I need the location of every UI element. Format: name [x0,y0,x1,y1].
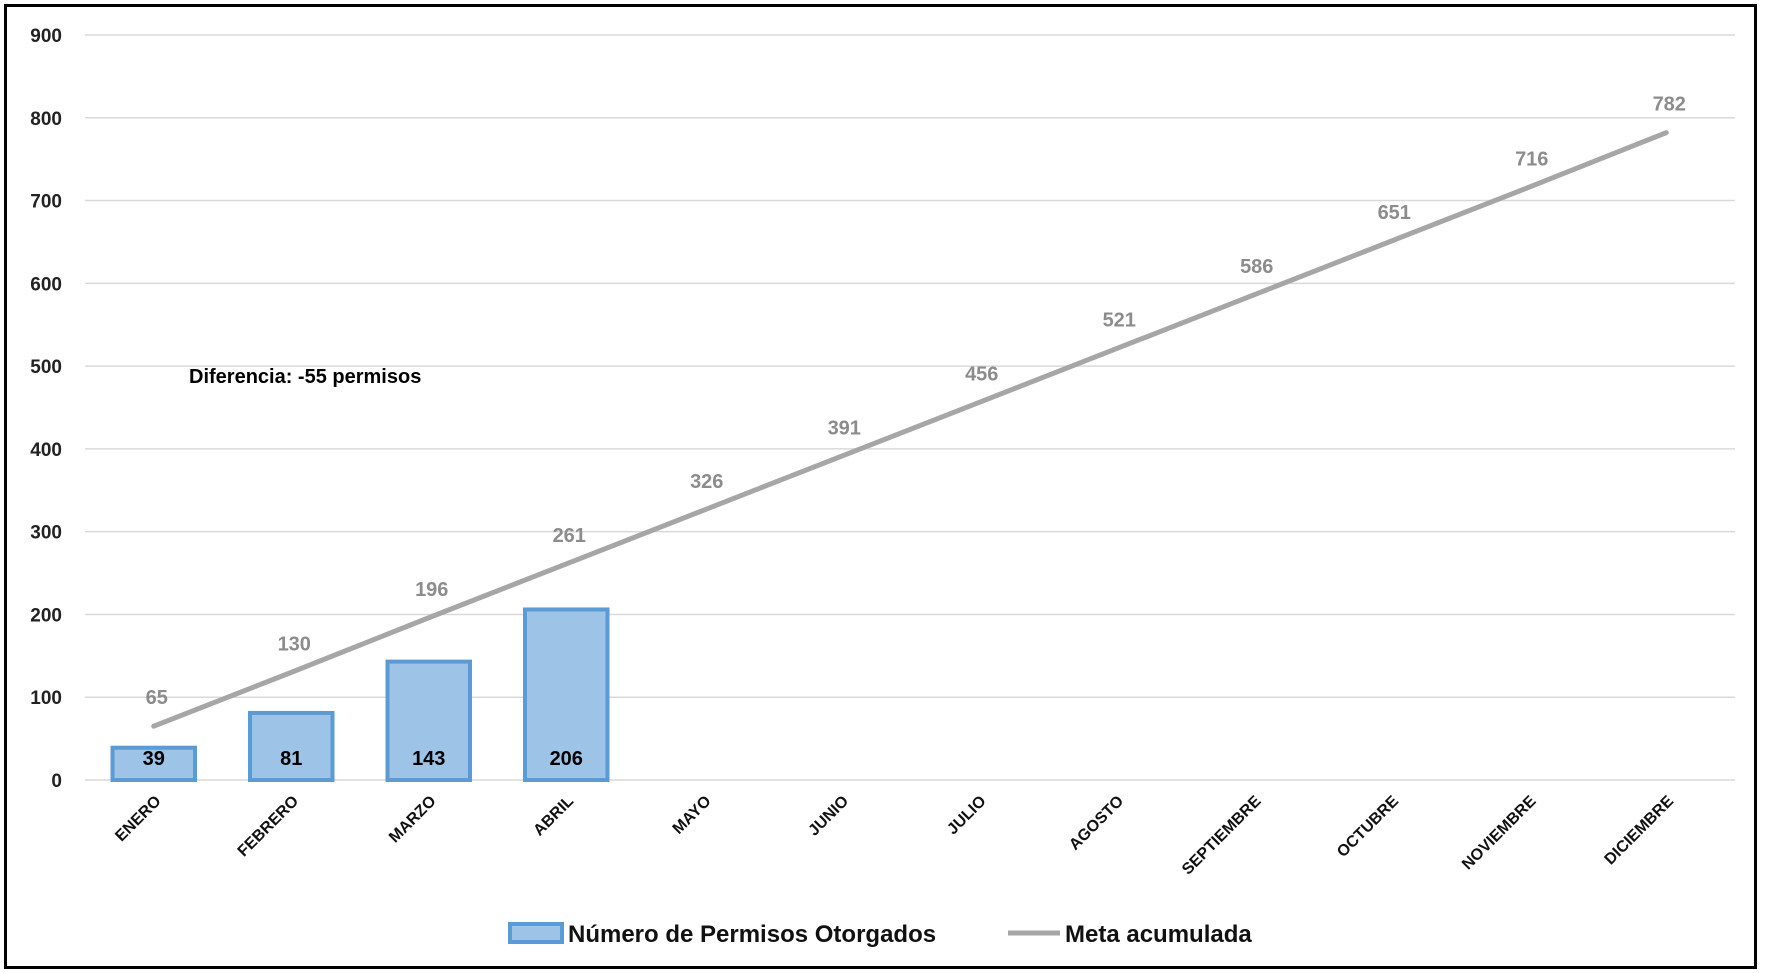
line-data-label: 65 [146,687,168,709]
annotation-diferencia: Diferencia: -55 permisos [189,366,421,388]
line-data-label: 651 [1378,202,1411,224]
y-axis: 0 100 200 300 400 500 600 700 800 900 [30,26,62,792]
legend: Número de Permisos Otorgados Meta acumul… [508,921,1252,948]
line-data-label: 391 [828,417,861,439]
x-tick-label: DICIEMBRE [1602,793,1678,869]
bar-data-label: 81 [280,748,302,770]
x-tick-label: ABRIL [530,793,577,840]
bar-data-label: 206 [550,748,583,770]
x-tick-label: FEBRERO [235,793,302,860]
line-data-label: 586 [1240,256,1273,278]
y-tick-label: 100 [30,688,62,709]
legend-line-label: Meta acumulada [1065,921,1252,948]
bar-data-label: 39 [143,748,165,770]
line-data-label: 261 [553,525,586,547]
y-tick-label: 700 [30,192,62,213]
chart-frame [4,4,1757,969]
x-tick-label: JUNIO [805,793,852,840]
legend-bar-label: Número de Permisos Otorgados [568,921,936,948]
x-tick-label: OCTUBRE [1334,793,1402,861]
y-tick-label: 900 [30,26,62,47]
x-tick-label: AGOSTO [1066,793,1127,854]
x-tick-label: MAYO [670,793,715,838]
y-tick-label: 0 [51,771,62,792]
line-meta-acumulada [151,130,1669,729]
x-tick-label: MARZO [386,793,439,846]
y-tick-label: 500 [30,357,62,378]
line-data-label: 196 [415,579,448,601]
bar-data-label: 143 [412,748,445,770]
x-tick-label: JULIO [944,793,989,838]
bar-series: 39 81 143 206 [110,607,610,783]
y-tick-label: 400 [30,440,62,461]
line-data-label: 130 [278,633,311,655]
bar [110,745,197,783]
y-tick-label: 200 [30,605,62,626]
y-tick-label: 300 [30,523,62,544]
x-tick-label: SEPTIEMBRE [1179,793,1265,879]
legend-bar-swatch [508,922,564,944]
bar [385,659,472,783]
x-tick-label: NOVIEMBRE [1459,793,1540,874]
x-tick-label: ENERO [112,793,164,845]
line-data-label: 782 [1653,94,1686,116]
x-axis: ENERO FEBRERO MARZO ABRIL MAYO JUNIO JULIO AGOS… [112,793,1677,879]
y-tick-label: 800 [30,109,62,130]
line-series: 65 130 196 261 326 391 456 521 586 651 716 782 [146,94,1686,729]
gridlines [85,34,1735,781]
line-data-label: 716 [1515,148,1548,170]
bar [523,607,610,782]
line-data-label: 456 [965,364,998,386]
bar [248,710,335,783]
line-data-label: 521 [1103,310,1136,332]
y-tick-label: 600 [30,274,62,295]
line-data-label: 326 [690,471,723,493]
